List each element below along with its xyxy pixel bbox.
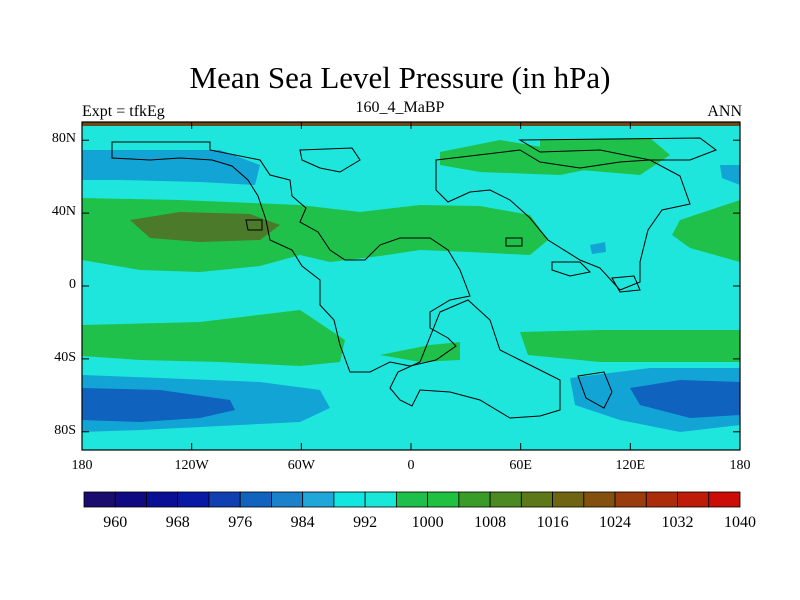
experiment-label: Expt = tfkEg [82, 103, 165, 120]
colorbar [83, 491, 741, 508]
lon-tick-label: 120W [174, 458, 209, 473]
lon-tick-label: 60W [287, 458, 315, 473]
colorbar-label: 1008 [474, 514, 507, 531]
colorbar-label: 968 [165, 514, 190, 531]
colorbar-box [552, 491, 585, 508]
colorbar-box [458, 491, 491, 508]
colorbar-label: 1016 [536, 514, 569, 531]
map-field [82, 122, 740, 450]
island-outline-3 [245, 219, 263, 231]
colorbar-label: 1000 [411, 514, 444, 531]
lon-tick-marks [81, 122, 741, 450]
island-outline-4 [505, 237, 523, 247]
colorbar-box [583, 491, 616, 508]
antarctic-fragment-outline [577, 371, 613, 409]
lon-tick-label: 120E [615, 458, 646, 473]
high-pressure-core-north-pacific [130, 212, 280, 242]
colorbar-box [83, 491, 116, 508]
high-pressure-north-east [672, 200, 740, 262]
lat-tick-label: 40N [51, 204, 76, 220]
colorbar-box [489, 491, 522, 508]
high-pressure-south-pacific [82, 310, 345, 366]
colorbar-box [271, 491, 304, 508]
colorbar-box [708, 491, 741, 508]
colorbar-box [364, 491, 397, 508]
island-outline-2 [611, 275, 641, 293]
chart-title: Mean Sea Level Pressure (in hPa) [189, 60, 611, 95]
greenland-outline [299, 147, 361, 173]
colorbar-box [645, 491, 678, 508]
asia-outline [435, 149, 691, 291]
colorbar-box [239, 491, 272, 508]
lat-tick-label: 40S [54, 349, 76, 365]
colorbar-label: 1024 [599, 514, 632, 531]
colorbar-label: 1032 [661, 514, 694, 531]
colorbar-box [146, 491, 179, 508]
lon-tick-label: 180 [71, 458, 93, 473]
lon-tick-label: 0 [407, 458, 415, 473]
lat-tick-label: 80S [54, 422, 76, 438]
experiment-period: 160_4_MaBP [355, 99, 445, 116]
high-pressure-south-indian [520, 330, 740, 362]
colorbar-box [177, 491, 210, 508]
island-outline-1 [551, 261, 592, 277]
lat-tick-label: 0 [69, 277, 76, 292]
colorbar-box [395, 491, 429, 508]
laurasia-west-outline [111, 141, 471, 373]
lat-tick-marks [82, 139, 740, 433]
arctic-coast-outline [518, 137, 718, 161]
gondwana-south-outline [389, 299, 561, 419]
colorbar-box [302, 491, 335, 508]
colorbar-label: 1040 [724, 514, 756, 531]
colorbar-box [427, 491, 460, 508]
low-pressure-spot [590, 242, 606, 254]
lon-tick-label: 60E [509, 458, 532, 473]
low-pressure-core-west [82, 388, 235, 422]
season-label: ANN [707, 103, 742, 120]
colorbar-box [520, 491, 553, 508]
colorbar-box [614, 491, 647, 508]
lat-tick-label: 80N [51, 131, 76, 147]
colorbar-label: 960 [103, 514, 128, 531]
colorbar-box [208, 491, 241, 508]
colorbar-label: 984 [290, 514, 315, 531]
low-pressure-core-east [630, 380, 740, 418]
lon-tick-label: 180 [729, 458, 751, 473]
continent-outlines [111, 137, 718, 419]
colorbar-box [333, 491, 366, 508]
low-pressure-arctic-east [720, 165, 740, 185]
colorbar-label: 992 [353, 514, 378, 531]
colorbar-box [114, 491, 147, 508]
colorbar-label: 976 [228, 514, 253, 531]
colorbar-box [677, 491, 710, 508]
